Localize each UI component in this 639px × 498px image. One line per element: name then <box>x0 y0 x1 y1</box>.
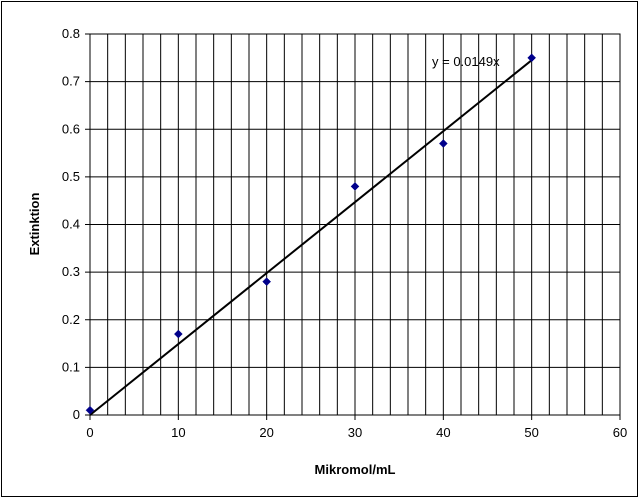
trendline <box>89 59 533 416</box>
y-tick-label: 0 <box>73 407 80 422</box>
data-point-marker <box>350 182 360 191</box>
y-tick-label: 0.8 <box>62 26 80 41</box>
grid-lines <box>90 34 620 415</box>
x-tick-label: 0 <box>86 425 93 440</box>
y-tick-label: 0.7 <box>62 74 80 89</box>
axes: 0 0.1 0.2 0.3 0.4 0.5 0.6 0.7 0.8 0 10 20 30 40 50 60 <box>62 26 627 440</box>
y-tick-label: 0.3 <box>62 264 80 279</box>
trendline-line <box>89 59 533 416</box>
x-axis-title: Mikromol/mL <box>315 462 396 477</box>
data-point-marker <box>173 329 183 339</box>
y-tick-label: 0.2 <box>62 312 80 327</box>
y-axis-title: Extinktion <box>27 193 42 256</box>
y-tick-label: 0.1 <box>62 359 80 374</box>
x-tick-label: 60 <box>613 425 627 440</box>
data-point-marker <box>85 405 95 415</box>
x-tick-label: 30 <box>348 425 362 440</box>
data-point-marker <box>527 53 537 63</box>
x-tick-label: 10 <box>171 425 185 440</box>
x-tick-label: 40 <box>436 425 450 440</box>
x-tick-label: 20 <box>259 425 273 440</box>
y-tick-label: 0.4 <box>62 217 80 232</box>
data-points <box>85 53 537 415</box>
data-point-marker <box>262 277 272 287</box>
data-point-marker <box>438 139 448 148</box>
y-tick-label: 0.5 <box>62 169 80 184</box>
x-tick-label: 50 <box>524 425 538 440</box>
y-tick-label: 0.6 <box>62 121 80 136</box>
trendline-equation: y = 0.0149x <box>432 54 500 69</box>
